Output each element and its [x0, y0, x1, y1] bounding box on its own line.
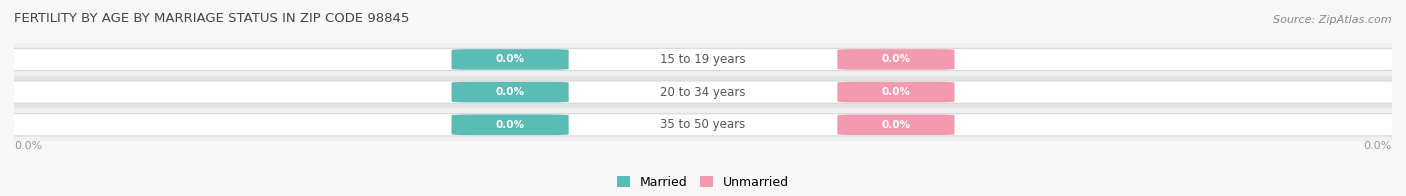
FancyBboxPatch shape — [4, 114, 1402, 136]
Text: Source: ZipAtlas.com: Source: ZipAtlas.com — [1274, 15, 1392, 25]
FancyBboxPatch shape — [451, 49, 568, 70]
FancyBboxPatch shape — [451, 114, 568, 135]
Legend: Married, Unmarried: Married, Unmarried — [617, 176, 789, 189]
Text: 0.0%: 0.0% — [1364, 141, 1392, 151]
Text: 0.0%: 0.0% — [495, 54, 524, 64]
Text: 15 to 19 years: 15 to 19 years — [661, 53, 745, 66]
Text: 20 to 34 years: 20 to 34 years — [661, 86, 745, 99]
Text: 0.0%: 0.0% — [882, 54, 911, 64]
Text: FERTILITY BY AGE BY MARRIAGE STATUS IN ZIP CODE 98845: FERTILITY BY AGE BY MARRIAGE STATUS IN Z… — [14, 13, 409, 25]
Bar — [14, 43, 1392, 76]
Text: 0.0%: 0.0% — [882, 120, 911, 130]
FancyBboxPatch shape — [838, 82, 955, 103]
Text: 0.0%: 0.0% — [882, 87, 911, 97]
FancyBboxPatch shape — [4, 81, 1402, 103]
Bar — [14, 76, 1392, 108]
FancyBboxPatch shape — [451, 82, 568, 103]
Text: 0.0%: 0.0% — [14, 141, 42, 151]
Bar — [14, 108, 1392, 141]
Text: 0.0%: 0.0% — [495, 87, 524, 97]
Text: 0.0%: 0.0% — [495, 120, 524, 130]
FancyBboxPatch shape — [838, 114, 955, 135]
FancyBboxPatch shape — [838, 49, 955, 70]
Text: 35 to 50 years: 35 to 50 years — [661, 118, 745, 131]
FancyBboxPatch shape — [4, 48, 1402, 71]
